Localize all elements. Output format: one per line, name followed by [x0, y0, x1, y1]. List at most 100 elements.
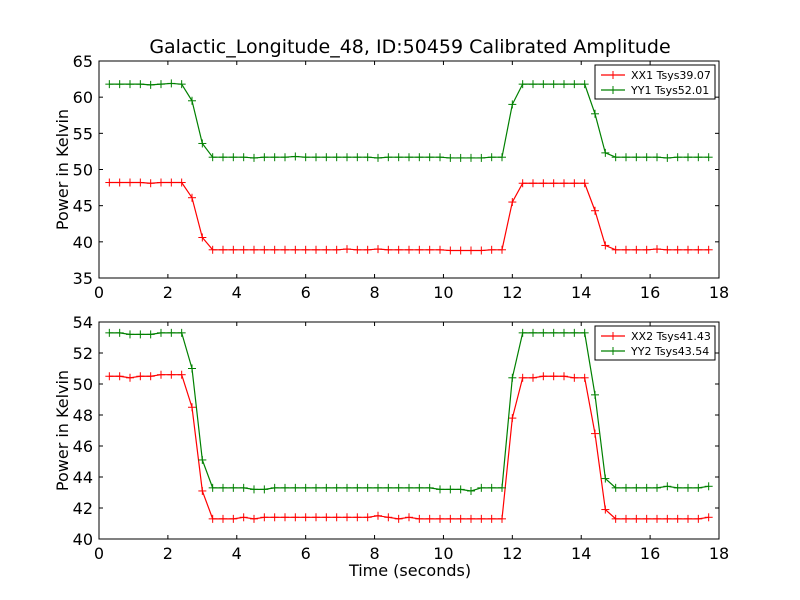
- data-point: [487, 153, 496, 162]
- data-point: [384, 483, 393, 492]
- legend-box: [594, 64, 716, 100]
- data-point: [167, 370, 176, 379]
- data-point: [611, 483, 620, 492]
- y-tick-label: 50: [73, 161, 93, 180]
- x-tick-label: 8: [369, 283, 379, 302]
- data-point: [260, 153, 269, 162]
- data-point: [281, 483, 289, 492]
- data-point: [177, 80, 186, 89]
- x-tick-label: 4: [232, 283, 242, 302]
- data-point: [198, 486, 207, 495]
- data-point: [467, 246, 475, 255]
- data-point: [539, 372, 548, 381]
- data-point: [580, 373, 589, 382]
- data-point: [208, 245, 217, 254]
- data-point: [684, 483, 692, 492]
- x-tick-label: 8: [369, 544, 379, 563]
- data-point: [208, 153, 217, 162]
- data-point: [301, 245, 310, 254]
- data-point: [622, 153, 630, 162]
- data-point: [570, 373, 579, 382]
- data-point: [611, 153, 620, 162]
- legend-box: [594, 325, 716, 361]
- data-point: [291, 483, 300, 492]
- x-tick-label: 12: [502, 544, 522, 563]
- data-point: [177, 370, 186, 379]
- data-point: [632, 153, 641, 162]
- data-point: [415, 245, 424, 254]
- data-point: [250, 514, 258, 523]
- data-point: [477, 153, 486, 162]
- data-point: [704, 513, 713, 522]
- legend-label: YY2 Tsys43.54: [630, 345, 709, 358]
- data-point: [508, 373, 517, 382]
- x-tick-label: 4: [232, 544, 242, 563]
- data-point: [208, 483, 217, 492]
- top-panel: 0 2 4 6 8 10 12 14 16 18 35 40 45 50 55 60 65 Power in Ke…: [53, 52, 729, 302]
- data-point: [239, 483, 248, 492]
- data-point: [126, 330, 134, 339]
- legend-entry: XX2 Tsys41.43: [601, 330, 711, 343]
- data-point: [704, 482, 713, 491]
- data-point: [518, 328, 527, 337]
- data-point: [518, 179, 527, 188]
- chart-title: Galactic_Longitude_48, ID:50459 Calibrat…: [149, 36, 670, 58]
- data-point: [229, 483, 238, 492]
- data-point: [477, 246, 486, 255]
- data-point: [332, 153, 341, 162]
- data-point: [580, 328, 589, 337]
- data-point: [188, 96, 196, 105]
- data-point: [322, 513, 331, 522]
- data-point: [549, 372, 558, 381]
- data-point: [498, 153, 506, 162]
- x-tick-label: 16: [640, 283, 660, 302]
- data-point: [239, 153, 248, 162]
- data-point: [601, 505, 610, 514]
- data-point: [446, 514, 455, 523]
- data-point: [188, 403, 196, 412]
- data-point: [126, 373, 134, 382]
- data-point: [332, 483, 341, 492]
- data-point: [167, 79, 176, 88]
- data-point: [219, 483, 227, 492]
- data-point: [467, 486, 475, 495]
- data-point: [663, 482, 672, 491]
- y-tick-label: 42: [73, 499, 93, 518]
- x-axis-label: Time (seconds): [348, 561, 471, 580]
- data-point: [673, 483, 682, 492]
- data-point: [560, 179, 568, 188]
- data-point: [498, 514, 506, 523]
- data-point: [363, 483, 372, 492]
- data-point: [477, 514, 486, 523]
- data-point: [136, 80, 145, 89]
- data-point: [146, 372, 155, 381]
- data-point: [105, 372, 114, 381]
- data-point: [322, 153, 331, 162]
- data-point: [198, 233, 207, 242]
- data-point: [136, 372, 145, 381]
- data-point: [374, 511, 382, 520]
- y-tick-label: 40: [73, 530, 93, 549]
- data-point: [529, 179, 537, 188]
- data-point: [291, 245, 300, 254]
- data-point: [549, 80, 558, 89]
- data-point: [250, 153, 258, 162]
- data-point: [312, 153, 320, 162]
- data-point: [560, 80, 568, 89]
- data-point: [446, 246, 455, 255]
- data-point: [467, 153, 475, 162]
- y-axis-label: Power in Kelvin: [53, 370, 72, 491]
- data-point: [219, 245, 227, 254]
- data-point: [518, 373, 527, 382]
- data-point: [291, 513, 300, 522]
- data-point: [539, 179, 548, 188]
- legend-label: YY1 Tsys52.01: [630, 84, 709, 97]
- data-point: [508, 414, 517, 423]
- legend-label: XX2 Tsys41.43: [631, 330, 711, 343]
- data-point: [653, 483, 661, 492]
- data-point: [229, 245, 238, 254]
- data-point: [611, 245, 620, 254]
- data-point: [157, 178, 165, 187]
- y-tick-label: 48: [73, 406, 93, 425]
